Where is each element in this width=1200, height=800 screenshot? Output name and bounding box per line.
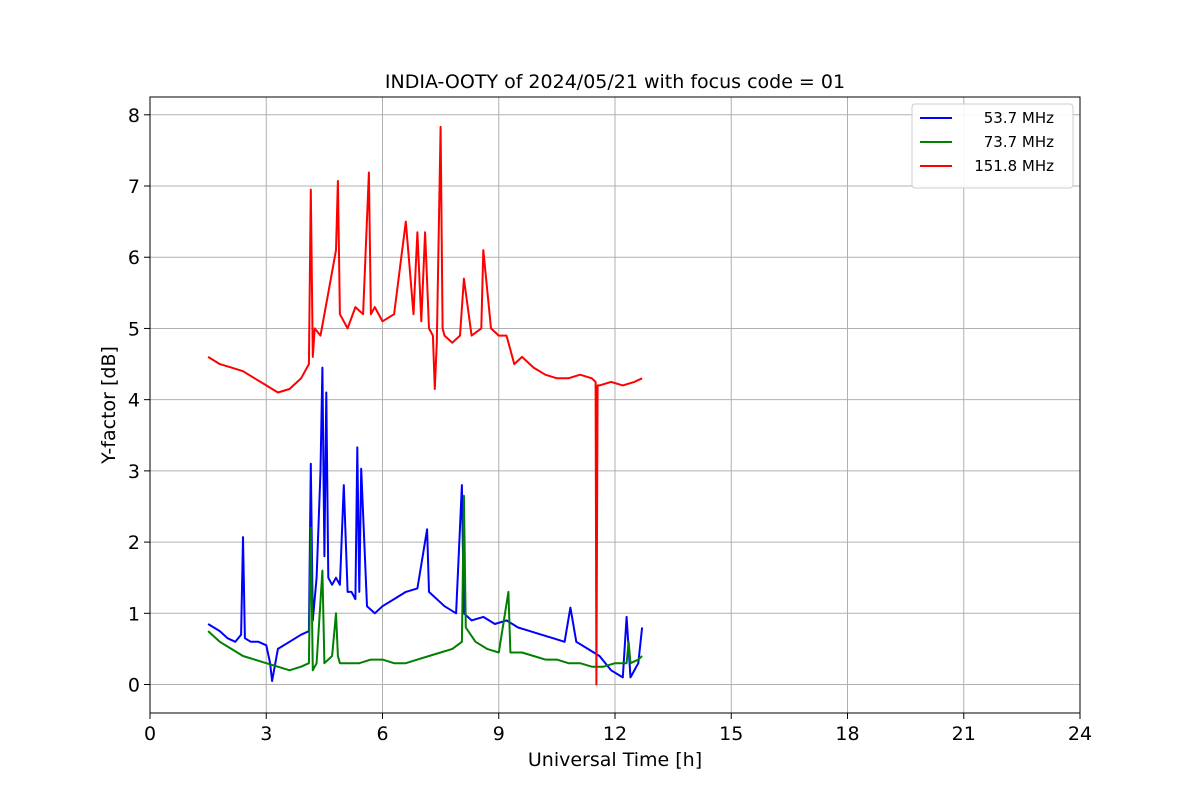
x-tick-label: 12 xyxy=(603,723,627,745)
series-line-2 xyxy=(207,125,643,686)
series-line-1 xyxy=(207,494,643,672)
chart-title: INDIA-OOTY of 2024/05/21 with focus code… xyxy=(385,71,845,93)
legend-label-0: 53.7 MHz xyxy=(984,109,1054,127)
y-axis-label: Y-factor [dB] xyxy=(98,346,120,465)
y-tick-label: 3 xyxy=(128,461,140,483)
legend-box xyxy=(911,103,1074,189)
x-tick-label: 3 xyxy=(260,723,272,745)
x-tick-label: 18 xyxy=(835,723,859,745)
x-tick-label: 6 xyxy=(376,723,388,745)
x-axis-label: Universal Time [h] xyxy=(528,749,702,771)
y-tick-label: 2 xyxy=(128,532,140,554)
x-tick-label: 9 xyxy=(493,723,505,745)
y-tick-label: 1 xyxy=(128,603,140,625)
y-tick-label: 0 xyxy=(128,675,140,697)
legend-label-1: 73.7 MHz xyxy=(984,133,1054,151)
series-line-0 xyxy=(207,366,644,682)
legend: 53.7 MHz 73.7 MHz 151.8 MHz xyxy=(911,103,1074,189)
x-tick-label: 0 xyxy=(144,723,156,745)
plot-series xyxy=(207,125,644,686)
y-tick-label: 7 xyxy=(128,176,140,198)
legend-label-2: 151.8 MHz xyxy=(974,157,1054,175)
y-tick-label: 6 xyxy=(128,247,140,269)
x-tick-label: 24 xyxy=(1068,723,1092,745)
y-tick-label: 8 xyxy=(128,105,140,127)
y-tick-label: 5 xyxy=(128,318,140,340)
x-tick-label: 21 xyxy=(952,723,976,745)
y-tick-label: 4 xyxy=(128,390,140,412)
x-tick-label: 15 xyxy=(719,723,743,745)
